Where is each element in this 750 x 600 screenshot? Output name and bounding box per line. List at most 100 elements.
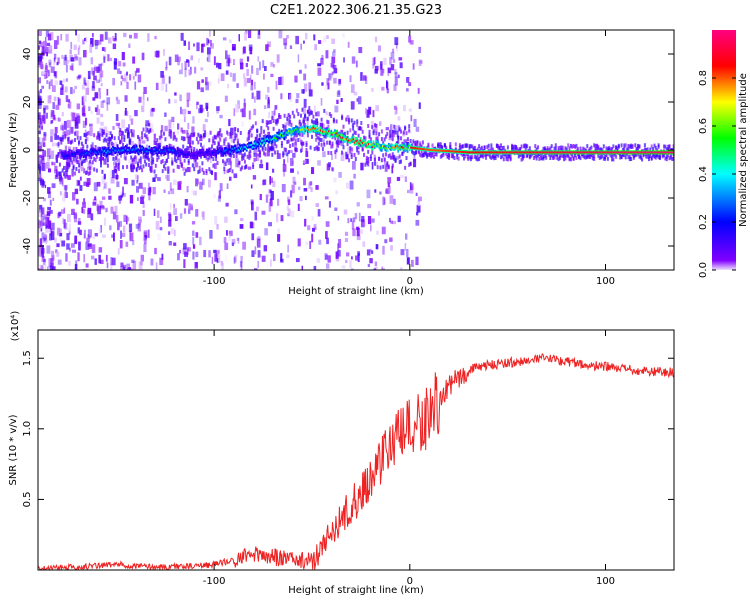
heatmap-cell [616,146,619,151]
heatmap-cell [196,178,199,185]
heatmap-cell [143,159,146,164]
heatmap-cell [375,143,377,146]
heatmap-cell [270,62,274,67]
heatmap-cell [464,143,467,148]
y-tick-label: 1.5 [22,350,33,366]
heatmap-cell [345,117,348,122]
heatmap-cell [367,263,370,268]
heatmap-cell [159,257,164,265]
heatmap-cell [65,166,69,173]
heatmap-cell [89,150,92,153]
heatmap-cell [324,253,328,261]
heatmap-cell [200,142,202,147]
heatmap-cell [356,119,359,124]
heatmap-cell [87,202,90,207]
heatmap-cell [271,138,274,141]
heatmap-cell [431,149,434,152]
heatmap-cell [78,140,81,145]
heatmap-cell [330,114,333,118]
heatmap-cell [163,164,165,169]
heatmap-cell [594,151,597,154]
heatmap-cell [175,152,178,155]
heatmap-cell [304,116,309,122]
heatmap-cell [672,151,674,154]
heatmap-cell [143,239,147,245]
heatmap-cell [186,185,189,193]
heatmap-cell [297,171,299,175]
heatmap-cell [441,145,444,150]
heatmap-cell [287,208,291,216]
heatmap-cell [69,247,71,252]
heatmap-cell [203,249,207,258]
heatmap-cell [654,145,657,150]
heatmap-cell [146,150,148,153]
heatmap-cell [440,149,443,152]
heatmap-cell [621,151,624,154]
heatmap-cell [42,259,46,266]
heatmap-cell [485,155,487,160]
heatmap-cell [215,157,218,161]
heatmap-cell [206,37,209,46]
heatmap-cell [129,115,132,121]
heatmap-cell [265,123,268,128]
heatmap-cell [272,168,275,173]
heatmap-cell [168,143,171,148]
heatmap-cell [400,145,403,148]
heatmap-cell [326,263,330,269]
heatmap-cell [269,120,272,124]
heatmap-cell [350,155,353,159]
heatmap-cell [290,158,294,167]
heatmap-cell [380,158,383,163]
heatmap-cell [149,166,152,171]
heatmap-cell [272,126,275,131]
heatmap-cell [272,137,275,140]
heatmap-cell [415,150,418,155]
heatmap-cell [410,183,414,190]
heatmap-cell [337,140,339,145]
heatmap-cell [341,150,344,155]
heatmap-cell [390,245,393,251]
heatmap-cell [194,262,198,269]
heatmap-cell [164,161,167,166]
heatmap-cell [107,54,110,62]
heatmap-cell [501,154,504,159]
heatmap-cell [541,151,544,154]
heatmap-cell [205,169,208,173]
heatmap-cell [281,132,283,135]
heatmap-cell [290,210,295,218]
heatmap-cell [227,58,232,64]
heatmap-cell [88,152,91,155]
heatmap-cell [236,237,240,241]
heatmap-cell [100,121,104,126]
heatmap-cell [113,169,116,174]
heatmap-cell [183,243,187,250]
heatmap-cell [415,126,420,132]
heatmap-cell [587,153,590,158]
heatmap-cell [652,153,655,158]
heatmap-cell [56,227,60,236]
heatmap-cell [663,153,665,158]
heatmap-cell [249,154,252,159]
heatmap-cell [360,143,363,145]
heatmap-cell [179,249,182,254]
heatmap-cell [187,161,190,166]
heatmap-cell [70,126,74,134]
heatmap-cell [292,176,296,184]
heatmap-cell [441,153,444,158]
heatmap-cell [411,143,413,148]
heatmap-cell [77,47,80,55]
heatmap-cell [490,155,493,160]
heatmap-cell [131,179,135,186]
heatmap-cell [382,141,385,146]
heatmap-cell [270,73,274,78]
heatmap-cell [228,158,231,163]
heatmap-cell [518,151,520,154]
heatmap-cell [75,30,77,36]
heatmap-cell [404,126,407,131]
heatmap-cell [187,110,191,115]
heatmap-cell [38,225,41,234]
heatmap-cell [242,241,246,250]
heatmap-cell [83,77,86,85]
heatmap-cell [672,156,674,161]
heatmap-cell [263,105,267,110]
